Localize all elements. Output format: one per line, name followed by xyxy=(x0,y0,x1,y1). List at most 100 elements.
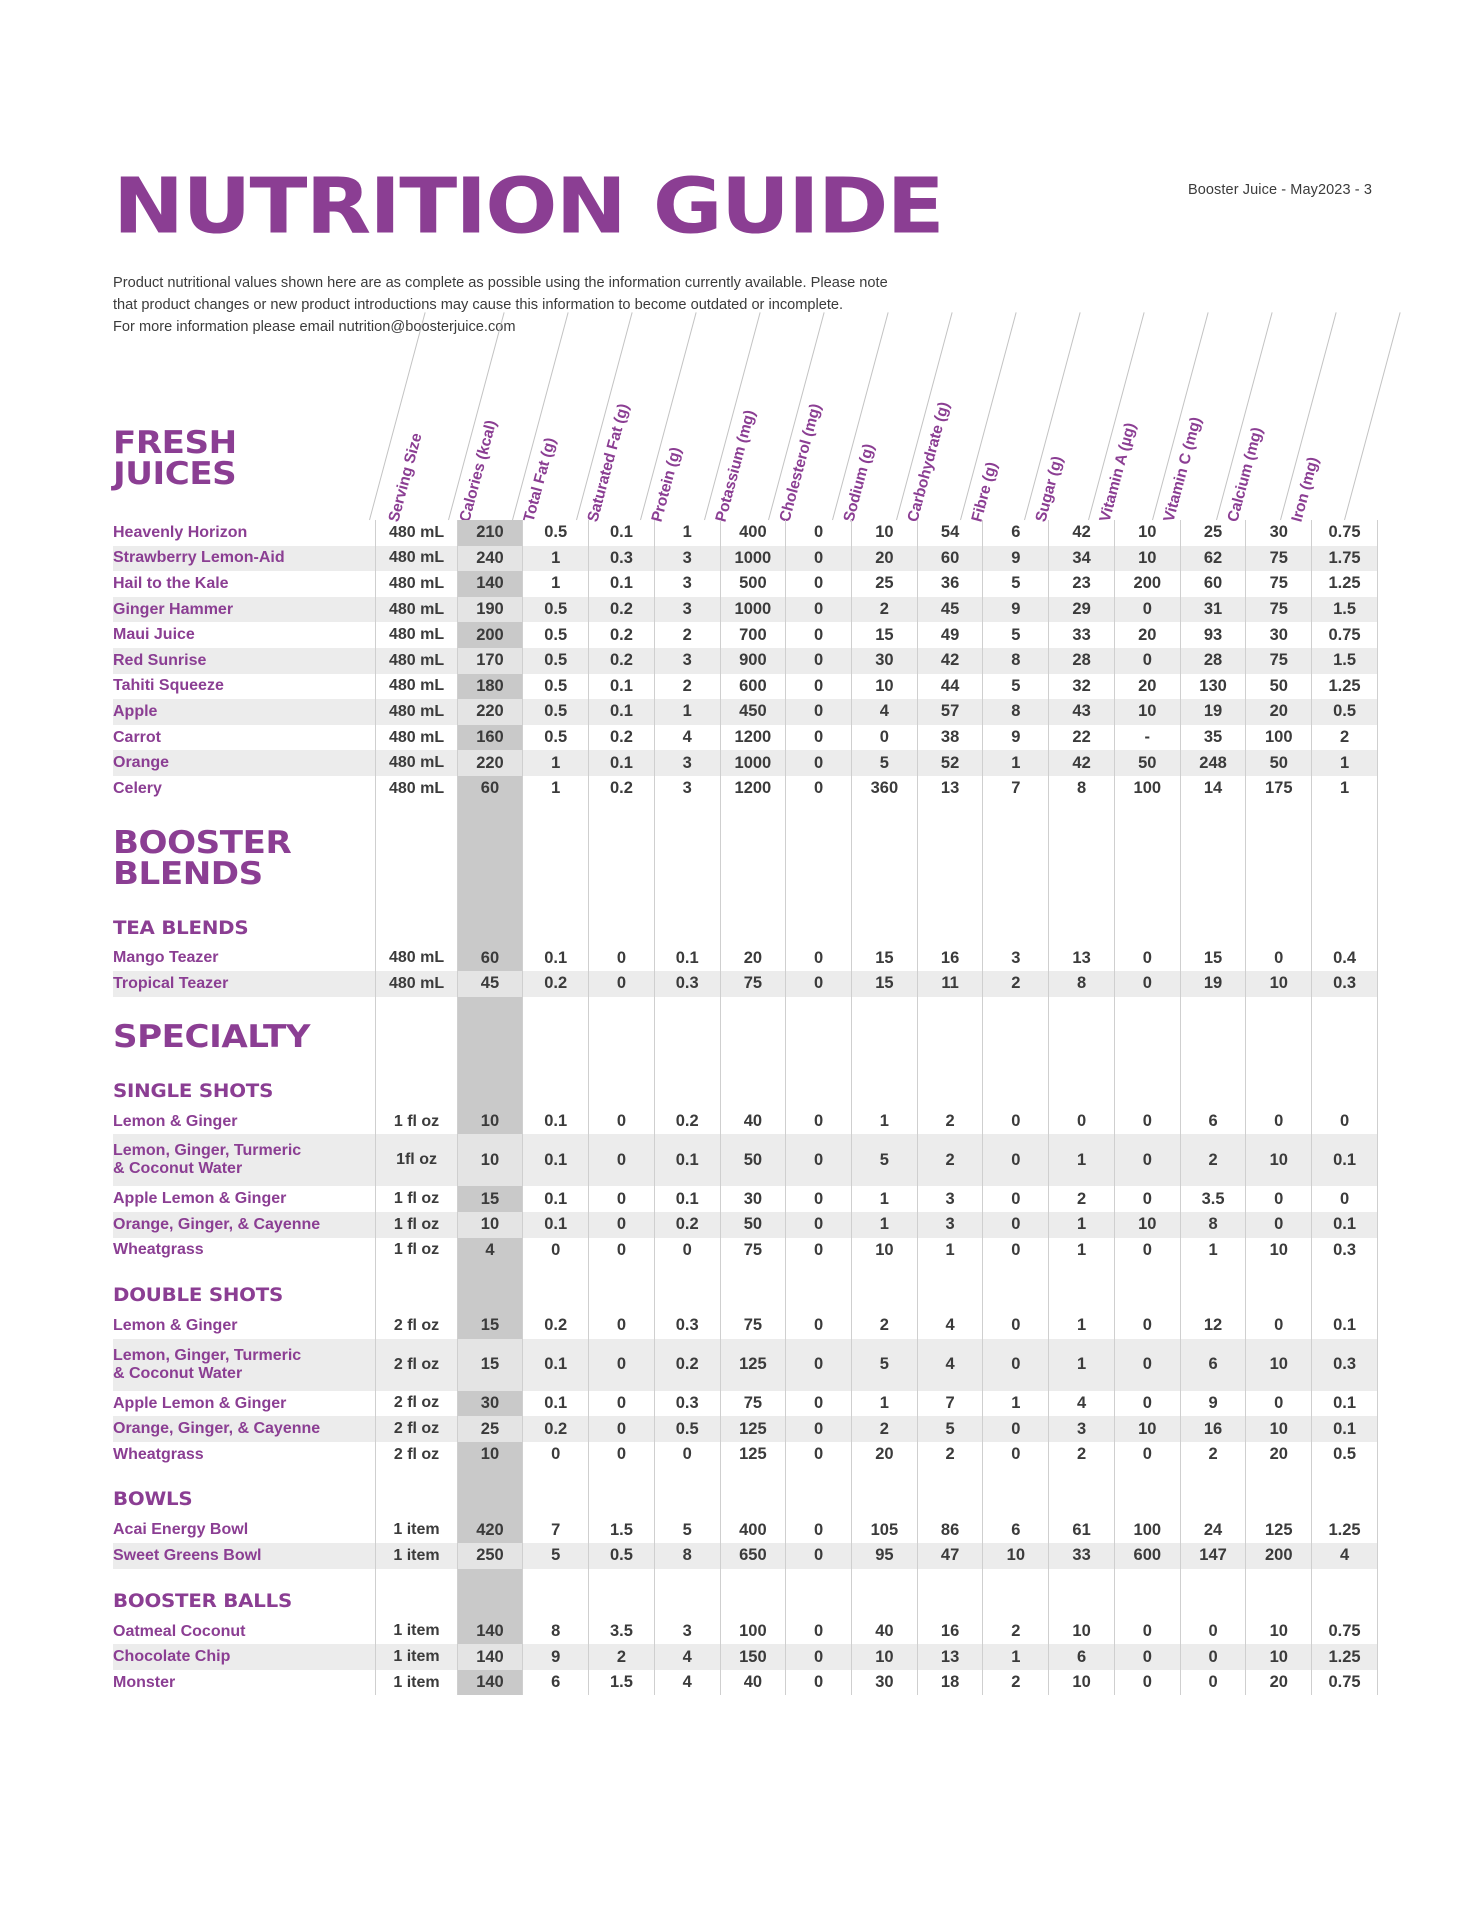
product-name-carrot: Carrot xyxy=(113,728,162,746)
cell-calories-kcal: 45 xyxy=(456,971,523,997)
cell-protein-g: 0 xyxy=(653,1237,721,1264)
cell-calcium-mg: 0 xyxy=(1245,1313,1312,1339)
cell-fibre-g: 0 xyxy=(982,1186,1049,1212)
cell-calcium-mg: 0 xyxy=(1245,1186,1312,1212)
product-name-heavenly-horizon: Heavenly Horizon xyxy=(113,523,248,541)
section-title-single-shots: SINGLE SHOTS xyxy=(113,1079,274,1102)
cell-vitamin-a-g: 0 xyxy=(1113,1237,1181,1264)
product-name-chocolate-chip: Chocolate Chip xyxy=(113,1644,376,1670)
cell-total-fat-g: 0.1 xyxy=(522,1108,589,1135)
table-row: Orange, Ginger, & Cayenne 1 fl oz 10 0.1 0 0.… xyxy=(113,1211,1378,1238)
section-spacer-label: SPECIALTY xyxy=(113,997,376,1059)
cell-calcium-mg: 10 xyxy=(1245,1416,1312,1442)
cell-iron-mg: 1 xyxy=(1311,775,1378,802)
product-name-orange-ginger-cayenne: Orange, Ginger, & Cayenne xyxy=(113,1211,376,1238)
section-title-booster-balls: BOOSTER BALLS xyxy=(113,1589,293,1612)
product-name-wheatgrass: Wheatgrass xyxy=(113,1241,204,1259)
cell-carbohydrate-g: 45 xyxy=(916,596,983,623)
cell-saturated-fat-g: 0.1 xyxy=(588,699,655,725)
spacer-cell xyxy=(1113,1263,1181,1314)
spacer-cell xyxy=(653,1058,721,1109)
column-header-calories-kcal: Calories (kcal) xyxy=(456,418,501,524)
table-row: Ginger Hammer 480 mL 190 0.5 0.2 3 1000 0 2 45 9 29… xyxy=(113,596,1378,623)
cell-vitamin-c-mg: 6 xyxy=(1179,1108,1246,1135)
cell-serving-size: 480 mL xyxy=(375,673,458,700)
cell-vitamin-a-g: 0 xyxy=(1113,1134,1181,1187)
spacer-cell xyxy=(456,801,523,896)
cell-vitamin-c-mg: 0 xyxy=(1179,1644,1246,1670)
cell-fibre-g: 5 xyxy=(982,571,1049,597)
cell-saturated-fat-g: 0.3 xyxy=(588,545,655,572)
cell-vitamin-c-mg: 19 xyxy=(1179,971,1246,997)
table-row: Maui Juice 480 mL 200 0.5 0.2 2 700 0 15 49 5 33 20 9… xyxy=(113,622,1378,648)
cell-sodium-g: 10 xyxy=(851,1644,918,1670)
spacer-cell xyxy=(785,1263,852,1314)
cell-sugar-g: 32 xyxy=(1048,673,1115,700)
spacer-cell xyxy=(522,1568,589,1619)
spacer-cell xyxy=(785,801,852,896)
cell-sugar-g: 6 xyxy=(1048,1644,1115,1670)
cell-potassium-mg: 1000 xyxy=(719,596,786,623)
cell-total-fat-g: 0.5 xyxy=(522,673,589,700)
cell-calories-kcal: 60 xyxy=(456,775,523,802)
cell-calories-kcal: 140 xyxy=(456,1618,523,1645)
spacer-cell xyxy=(1048,1467,1115,1518)
cell-calories-kcal: 180 xyxy=(456,673,523,700)
column-header-vitamin-c-mg: Vitamin C (mg) xyxy=(1160,415,1205,524)
spacer-cell xyxy=(375,1263,458,1314)
cell-cholesterol-mg: 0 xyxy=(785,545,852,572)
cell-fibre-g: 9 xyxy=(982,724,1049,751)
column-header-serving-size: Serving Size xyxy=(385,431,426,524)
cell-total-fat-g: 0.1 xyxy=(522,1134,589,1187)
cell-cholesterol-mg: 0 xyxy=(785,1644,852,1670)
cell-protein-g: 3 xyxy=(653,571,721,597)
intro-line-1: Product nutritional values shown here ar… xyxy=(113,275,888,291)
cell-carbohydrate-g: 57 xyxy=(916,699,983,725)
table-row: Sweet Greens Bowl 1 item 250 5 0.5 8 650 0 95 47 1… xyxy=(113,1543,1378,1569)
product-name-orange-ginger-cayenne: Orange, Ginger, & Cayenne xyxy=(113,1416,376,1442)
cell-iron-mg: 0.4 xyxy=(1311,945,1378,972)
spacer-cell xyxy=(1113,801,1181,896)
cell-serving-size: 2 fl oz xyxy=(375,1338,458,1391)
page-label: Booster Juice - May2023 - 3 xyxy=(1187,182,1372,198)
cell-cholesterol-mg: 0 xyxy=(785,1108,852,1135)
spacer-cell xyxy=(522,1058,589,1109)
spacer-cell xyxy=(1179,1058,1246,1109)
cell-saturated-fat-g: 0 xyxy=(588,1211,655,1238)
cell-calories-kcal: 15 xyxy=(456,1313,523,1339)
spacer-cell xyxy=(982,895,1049,946)
spacer-cell xyxy=(1048,1058,1115,1109)
cell-fibre-g: 5 xyxy=(982,622,1049,648)
cell-total-fat-g: 1 xyxy=(522,750,589,776)
cell-saturated-fat-g: 0.1 xyxy=(588,750,655,776)
cell-protein-g: 2 xyxy=(653,622,721,648)
cell-carbohydrate-g: 60 xyxy=(916,545,983,572)
cell-fibre-g: 0 xyxy=(982,1416,1049,1442)
cell-saturated-fat-g: 0.1 xyxy=(588,571,655,597)
cell-calories-kcal: 420 xyxy=(456,1517,523,1544)
cell-vitamin-a-g: 0 xyxy=(1113,1108,1181,1135)
cell-iron-mg: 0.1 xyxy=(1311,1416,1378,1442)
cell-calories-kcal: 60 xyxy=(456,945,523,972)
cell-sugar-g: 8 xyxy=(1048,775,1115,802)
cell-protein-g: 3 xyxy=(653,775,721,802)
cell-sugar-g: 42 xyxy=(1048,520,1115,546)
cell-sugar-g: 29 xyxy=(1048,596,1115,623)
cell-sodium-g: 1 xyxy=(851,1211,918,1238)
cell-sugar-g: 10 xyxy=(1048,1618,1115,1645)
cell-vitamin-c-mg: 93 xyxy=(1179,622,1246,648)
cell-saturated-fat-g: 1.5 xyxy=(588,1669,655,1696)
cell-carbohydrate-g: 16 xyxy=(916,1618,983,1645)
cell-iron-mg: 0.3 xyxy=(1311,1237,1378,1264)
cell-potassium-mg: 150 xyxy=(719,1644,786,1670)
cell-carbohydrate-g: 49 xyxy=(916,622,983,648)
cell-iron-mg: 1.25 xyxy=(1311,1517,1378,1544)
cell-fibre-g: 2 xyxy=(982,971,1049,997)
cell-potassium-mg: 40 xyxy=(719,1108,786,1135)
cell-calories-kcal: 140 xyxy=(456,571,523,597)
cell-calories-kcal: 190 xyxy=(456,596,523,623)
spacer-cell xyxy=(851,1467,918,1518)
cell-sodium-g: 15 xyxy=(851,971,918,997)
cell-serving-size: 480 mL xyxy=(375,622,458,648)
cell-vitamin-a-g: 0 xyxy=(1113,647,1181,674)
